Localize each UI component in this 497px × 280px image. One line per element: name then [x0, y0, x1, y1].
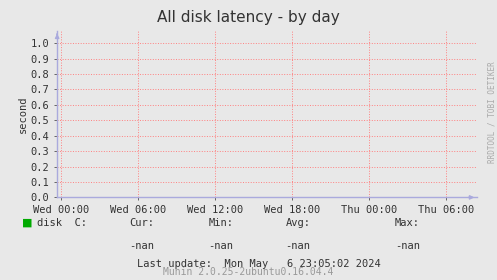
- Text: Avg:: Avg:: [286, 218, 311, 228]
- Text: Max:: Max:: [395, 218, 420, 228]
- Text: RRDTOOL / TOBI OETIKER: RRDTOOL / TOBI OETIKER: [487, 61, 496, 163]
- Text: -nan: -nan: [209, 241, 234, 251]
- Y-axis label: second: second: [18, 95, 28, 133]
- Text: -nan: -nan: [129, 241, 154, 251]
- Text: disk  C:: disk C:: [37, 218, 87, 228]
- Text: Munin 2.0.25-2ubuntu0.16.04.4: Munin 2.0.25-2ubuntu0.16.04.4: [164, 267, 333, 277]
- Text: All disk latency - by day: All disk latency - by day: [157, 10, 340, 25]
- Text: Last update:  Mon May   6 23:05:02 2024: Last update: Mon May 6 23:05:02 2024: [137, 259, 380, 269]
- Text: -nan: -nan: [395, 241, 420, 251]
- Text: -nan: -nan: [286, 241, 311, 251]
- Text: Min:: Min:: [209, 218, 234, 228]
- Text: ■: ■: [22, 218, 33, 228]
- Text: Cur:: Cur:: [129, 218, 154, 228]
